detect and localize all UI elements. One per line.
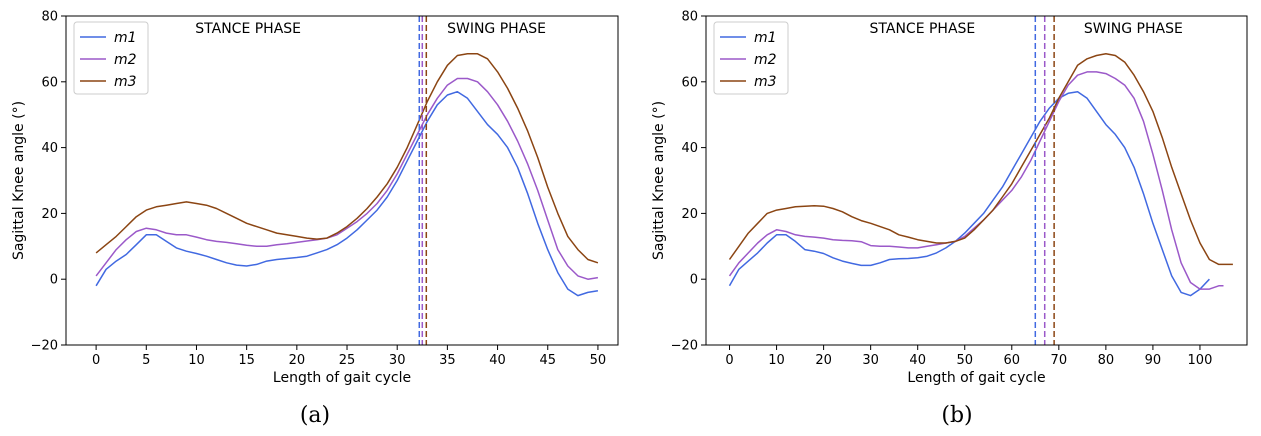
legend-box: [713, 21, 789, 95]
x-tick-label: 30: [389, 353, 406, 368]
x-tick-label: 90: [1145, 353, 1162, 368]
y-tick-label: −20: [671, 339, 698, 354]
x-tick-label: 50: [590, 353, 607, 368]
y-tick-label: 20: [681, 207, 698, 222]
x-tick-label: 20: [815, 353, 832, 368]
legend-label-m3: m3: [754, 74, 777, 90]
y-tick-label: 40: [41, 141, 58, 156]
x-tick-label: 80: [1098, 353, 1115, 368]
y-tick-label: 20: [41, 207, 58, 222]
y-tick-label: 80: [681, 10, 698, 25]
series-line-m3: [728, 53, 1233, 266]
legend-label-m1: m1: [114, 30, 137, 46]
stance-phase-label: STANCE PHASE: [870, 21, 976, 37]
x-tick-label: 10: [768, 353, 785, 368]
legend-label-m2: m2: [754, 52, 777, 68]
x-tick-label: 5: [142, 353, 150, 368]
legend-label-m1: m1: [754, 30, 777, 46]
x-tick-label: 45: [539, 353, 556, 368]
chart-panel-b: 0 10 20 30 40 50 60 70 80 90 100 −20 0 20 40 60 80 Length…: [651, 10, 1248, 386]
x-tick-label: 60: [1004, 353, 1021, 368]
plot-frame: [65, 15, 619, 346]
x-tick-label: 25: [339, 353, 356, 368]
y-axis-title: Sagittal Knee angle (°): [651, 101, 667, 260]
swing-phase-label: SWING PHASE: [1084, 21, 1183, 37]
x-tick-label: 10: [188, 353, 205, 368]
x-axis-title: Length of gait cycle: [273, 370, 411, 386]
stance-phase-label: STANCE PHASE: [195, 21, 301, 37]
x-tick-label: 0: [92, 353, 100, 368]
x-tick-label: 0: [725, 353, 733, 368]
y-tick-label: −20: [31, 339, 58, 354]
x-tick-label: 15: [238, 353, 255, 368]
series-line-m3: [95, 53, 599, 264]
panel-label-b: (b): [941, 403, 972, 428]
swing-phase-label: SWING PHASE: [447, 21, 546, 37]
x-tick-label: 70: [1051, 353, 1068, 368]
x-tick-label: 100: [1188, 353, 1213, 368]
x-tick-label: 30: [862, 353, 879, 368]
y-axis-title: Sagittal Knee angle (°): [11, 101, 27, 260]
y-tick-label: 0: [50, 273, 58, 288]
legend-label-m2: m2: [114, 52, 137, 68]
x-tick-label: 35: [439, 353, 456, 368]
x-axis-title: Length of gait cycle: [907, 370, 1045, 386]
x-tick-label: 40: [489, 353, 506, 368]
y-tick-label: 40: [681, 141, 698, 156]
x-tick-label: 40: [909, 353, 926, 368]
y-tick-label: 60: [681, 75, 698, 90]
y-tick-label: 0: [690, 273, 698, 288]
y-tick-label: 80: [41, 10, 58, 25]
legend-label-m3: m3: [114, 74, 137, 90]
x-tick-label: 20: [289, 353, 306, 368]
y-tick-label: 60: [41, 75, 58, 90]
x-tick-label: 50: [956, 353, 973, 368]
chart-panel-a: 0 5 10 15 20 25 30 35 40 45 50 −20 0 20 40 60 80 Length o…: [11, 10, 619, 386]
series-line-m1: [728, 90, 1210, 297]
series-line-m2: [95, 77, 599, 280]
panel-label-a: (a): [300, 403, 330, 428]
series-line-m1: [95, 90, 599, 297]
plot-frame: [705, 15, 1248, 346]
legend-box: [73, 21, 149, 95]
